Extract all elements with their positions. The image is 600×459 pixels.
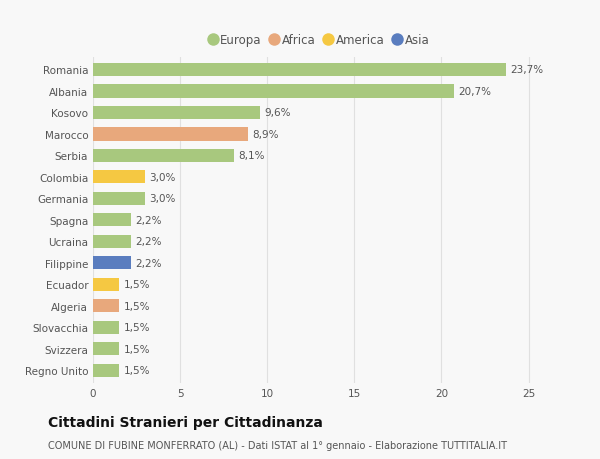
Text: 3,0%: 3,0% — [149, 173, 176, 182]
Bar — [93, 257, 131, 270]
Text: 8,1%: 8,1% — [238, 151, 265, 161]
Text: 8,9%: 8,9% — [253, 129, 279, 140]
Text: 23,7%: 23,7% — [510, 65, 544, 75]
Text: 2,2%: 2,2% — [136, 215, 162, 225]
Legend: Europa, Africa, America, Asia: Europa, Africa, America, Asia — [206, 31, 433, 50]
Bar — [93, 64, 506, 77]
Bar — [93, 214, 131, 227]
Bar — [93, 171, 145, 184]
Text: 2,2%: 2,2% — [136, 258, 162, 268]
Bar — [93, 106, 260, 120]
Text: 3,0%: 3,0% — [149, 194, 176, 204]
Text: COMUNE DI FUBINE MONFERRATO (AL) - Dati ISTAT al 1° gennaio - Elaborazione TUTTI: COMUNE DI FUBINE MONFERRATO (AL) - Dati … — [48, 440, 507, 450]
Text: 20,7%: 20,7% — [458, 87, 491, 97]
Text: 1,5%: 1,5% — [124, 280, 150, 290]
Bar — [93, 364, 119, 377]
Bar — [93, 192, 145, 206]
Bar — [93, 85, 454, 98]
Text: 1,5%: 1,5% — [124, 365, 150, 375]
Text: 9,6%: 9,6% — [265, 108, 291, 118]
Bar — [93, 149, 234, 162]
Bar — [93, 235, 131, 248]
Text: 1,5%: 1,5% — [124, 301, 150, 311]
Text: 1,5%: 1,5% — [124, 344, 150, 354]
Bar — [93, 128, 248, 141]
Bar — [93, 342, 119, 356]
Text: 1,5%: 1,5% — [124, 323, 150, 332]
Bar — [93, 278, 119, 291]
Text: Cittadini Stranieri per Cittadinanza: Cittadini Stranieri per Cittadinanza — [48, 415, 323, 429]
Bar — [93, 321, 119, 334]
Text: 2,2%: 2,2% — [136, 237, 162, 247]
Bar — [93, 299, 119, 313]
